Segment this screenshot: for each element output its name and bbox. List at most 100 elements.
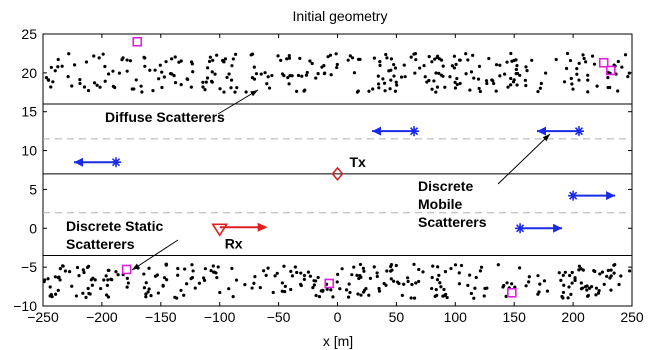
diffuse-point [320,65,324,69]
y-tick-label-1: −5 [21,259,37,275]
diffuse-point [153,274,158,278]
diffuse-point [204,80,208,84]
diffuse-point [417,267,421,272]
diffuse-point [594,293,598,297]
y-tick-label-2: 0 [29,220,37,236]
diffuse-point [56,288,60,293]
diffuse-point [577,61,581,65]
diffuse-point [185,282,189,286]
diffuse-point [153,68,157,72]
diffuse-point [453,86,458,90]
diffuse-point [434,287,438,292]
diffuse-point [448,75,452,79]
diffuse-point [209,269,213,273]
diffuse-point [179,288,183,293]
diffuse-point [189,60,194,64]
diffuse-point [513,285,517,289]
diffuse-point [78,78,82,82]
diffuse-point [215,53,219,57]
diffuse-point [459,263,464,268]
x-tick-label-1: −200 [86,309,118,325]
diffuse-scatterers-upper [44,51,631,94]
static-scatterer-0 [132,36,143,47]
diffuse-point [162,75,166,79]
diffuse-point [491,79,495,83]
diffuse-point [554,57,558,62]
diffuse-point [392,74,396,78]
diffuse-point [406,279,410,284]
diffuse-point [367,293,371,297]
diffuse-point [592,62,597,66]
diffuse-point [455,82,459,87]
diffuse-point [438,281,442,285]
diffuse-point [294,89,299,93]
diffuse-point [92,81,97,85]
diffuse-point [218,87,222,91]
diffuse-point [464,72,468,76]
diffuse-point [464,52,468,56]
static-scatterer-3 [121,264,132,275]
diffuse-point [580,286,584,290]
diffuse-point [126,281,130,285]
diffuse-point [585,284,589,288]
diffuse-point [598,272,602,276]
diffuse-point [311,286,315,290]
diffuse-point [146,290,150,294]
diffuse-point [573,276,577,280]
diffuse-point [389,57,394,61]
diffuse-point [377,286,381,291]
diffuse-point [304,73,309,77]
diffuse-point [389,269,393,273]
diffuse-point [478,269,483,273]
diffuse-point [362,269,366,273]
diffuse-point [570,82,574,86]
diffuse-point [252,77,257,81]
diffuse-point [289,287,293,292]
diffuse-point [191,70,195,74]
diffuse-point [612,271,616,275]
diffuse-point [452,66,456,70]
diffuse-point [312,279,316,283]
diffuse-point [592,269,596,273]
diffuse-point [530,58,534,62]
diffuse-point [402,282,406,286]
diffuse-point [368,276,373,280]
diffuse-point [165,278,169,282]
diffuse-point [358,57,362,61]
rx-label: Rx [225,235,243,251]
diffuse-point [185,77,189,81]
diffuse-point [229,86,233,90]
diffuse-point [609,288,613,292]
mobile-pointer-line [497,133,551,185]
diffuse-point [538,282,542,286]
diffuse-point [478,89,482,94]
diffuse-point [58,278,62,282]
diffuse-point [279,58,283,62]
diffuse-point [503,72,507,76]
tx-marker [331,166,344,182]
diffuse-point [434,71,438,75]
x-tick-label-9: 200 [561,309,585,325]
diffuse-point [125,285,129,289]
diffuse-point [98,85,102,89]
diffuse-point [106,278,110,282]
diffuse-point [582,56,586,61]
mobile-pointer-head [542,134,550,142]
diffuse-point [317,295,322,299]
diffuse-point [375,271,379,275]
diffuse-point [484,79,489,83]
diffuse-point [53,275,57,279]
diffuse-point [81,268,85,272]
diffuse-point [400,293,404,297]
diffuse-point [442,287,446,292]
diffuse-point [261,269,266,273]
diffuse-point [561,296,565,300]
diffuse-point [566,296,570,300]
diffuse-point [104,274,108,278]
diffuse-point [233,90,237,94]
diffuse-point [559,278,563,282]
diffuse-point [328,53,333,57]
diffuse-point [606,75,610,80]
diffuse-point [287,54,291,58]
diffuse-point [144,292,148,296]
